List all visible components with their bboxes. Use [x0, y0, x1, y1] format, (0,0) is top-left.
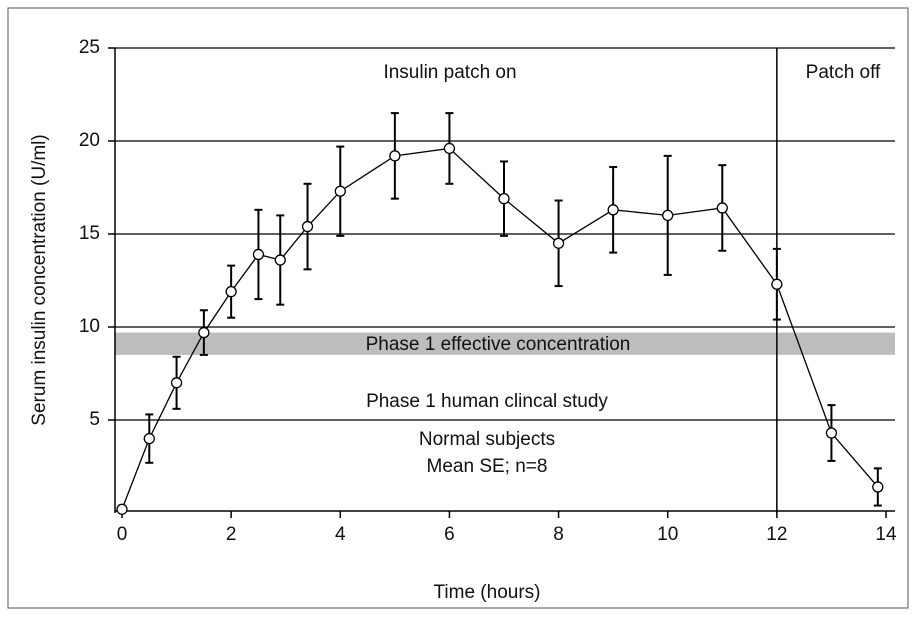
point: [662, 209, 674, 222]
band-label: Phase 1 effective concentration: [366, 334, 631, 355]
point: [143, 432, 155, 445]
point: [198, 326, 210, 339]
point: [872, 481, 884, 493]
x-tick-label: 0: [117, 524, 128, 545]
point: [771, 278, 783, 290]
y-tick-label: 20: [79, 130, 100, 151]
x-tick-label: 12: [766, 524, 787, 545]
point: [443, 142, 456, 155]
point: [252, 248, 265, 261]
band: [115, 332, 895, 355]
y-axis-label: Serum insulin concentration (U/ml): [29, 134, 50, 425]
annotation: Mean SE; n=8: [427, 456, 548, 477]
annotation: Insulin patch on: [383, 62, 516, 83]
x-tick-label: 10: [657, 524, 678, 545]
x-tick-label: 14: [875, 524, 897, 545]
annotation: Patch off: [806, 62, 881, 83]
point: [334, 185, 346, 197]
point: [225, 286, 237, 298]
point: [301, 220, 314, 233]
point: [716, 202, 728, 214]
y-tick-label: 15: [79, 223, 100, 244]
y-tick-label: 25: [79, 37, 100, 58]
y-tick-label: 10: [79, 316, 100, 337]
annotation: Phase 1 human clincal study: [366, 391, 608, 412]
x-tick-label: 6: [444, 524, 455, 545]
point: [116, 503, 128, 515]
y-tick-label: 5: [89, 409, 100, 430]
frame: [7, 7, 909, 609]
point: [607, 204, 619, 216]
point: [498, 193, 510, 205]
annotation: Normal subjects: [419, 429, 555, 450]
point: [825, 427, 838, 439]
x-tick-label: 2: [226, 524, 237, 545]
x-tick-label: 8: [553, 524, 564, 545]
point: [170, 377, 183, 389]
point: [389, 150, 401, 162]
point: [552, 237, 565, 249]
point: [274, 254, 286, 266]
x-tick-label: 4: [335, 524, 346, 545]
x-axis-label: Time (hours): [434, 582, 541, 603]
